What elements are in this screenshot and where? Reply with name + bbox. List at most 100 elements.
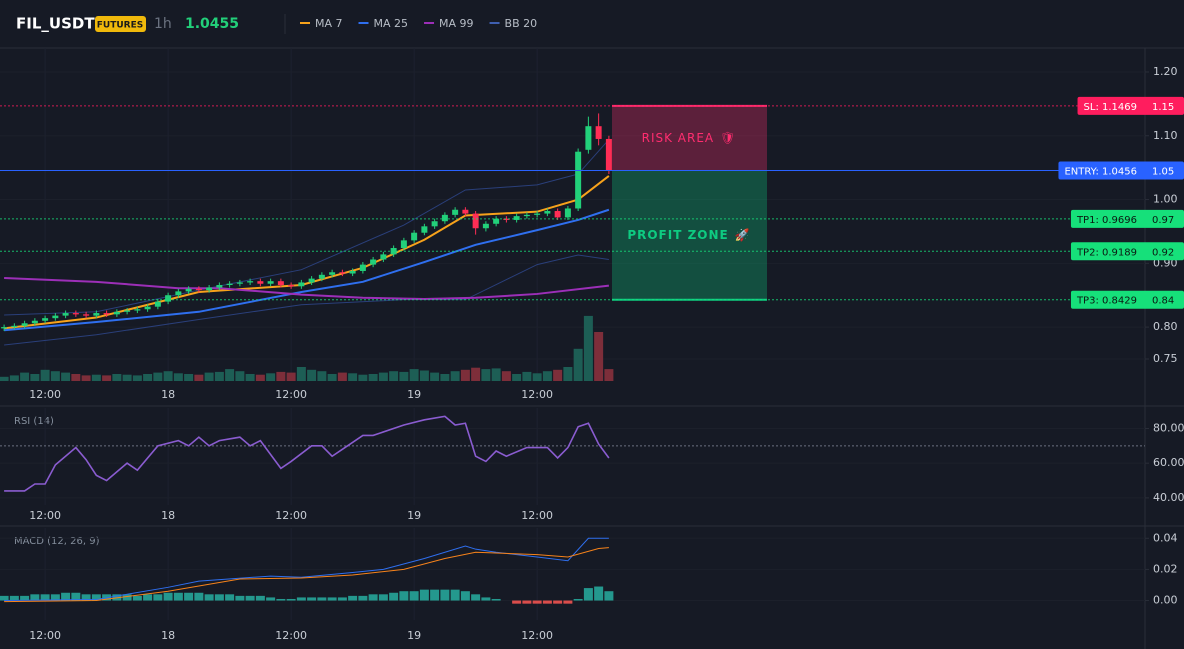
level-axis-label: 0.84 [1152,296,1174,307]
x-tick-label: 19 [407,629,421,642]
histogram-bar [542,600,552,604]
histogram-bar [460,591,470,601]
volume-bar [143,374,153,381]
candle-body [421,226,428,233]
histogram-bar [255,595,265,601]
histogram-bar [430,589,440,601]
x-tick-label: 19 [407,388,421,401]
histogram-bar [348,595,358,601]
volume-bar [419,370,429,381]
candle-body [554,211,561,218]
histogram-bar [512,600,522,604]
rsi-line [4,415,610,492]
candle-body [288,285,295,287]
level-axis-label: 0.92 [1152,247,1174,258]
volume-bar [389,371,399,381]
histogram-bar [337,597,347,601]
moving-average [4,276,610,301]
candle-body [544,211,551,214]
zone-icon: 🛡 [720,131,736,145]
histogram-bar [296,597,306,601]
histogram-bar [553,600,563,604]
histogram-bar [604,591,614,601]
zone-text: RISK AREA [642,131,715,145]
volume-bar [307,369,317,381]
candle-body [236,282,243,284]
candle-body [52,315,59,319]
volume-bar [368,374,378,381]
candle-body [564,208,571,218]
macd-line [4,537,609,602]
volume-bar [317,371,327,381]
candle-body [216,285,223,288]
volume-bar [348,373,358,381]
volume-bar [235,371,245,381]
volume-bar [512,374,522,381]
candle-body [93,313,100,316]
candle-body [277,281,284,286]
level-label: SL: 1.1469 [1084,102,1137,113]
candle-body [113,311,120,315]
volume-bar [430,372,440,381]
zone-text: PROFIT ZONE [627,228,728,242]
volume-bar [594,332,604,381]
y-tick-label: 0.02 [1153,562,1178,575]
candle-body [431,221,438,227]
candle-body [247,281,254,283]
panel-title: MACD (12, 26, 9) [14,536,100,547]
x-tick-label: 19 [407,509,421,522]
y-tick-label: 1.10 [1153,129,1178,142]
histogram-bar [71,592,81,601]
candle-body [472,213,479,229]
volume-bar [102,375,112,381]
histogram-bar [450,589,460,601]
volume-bar [604,369,614,381]
badge-bg [95,16,146,32]
level-label-bg [1070,242,1184,261]
candle-body [349,270,356,274]
level-label-bg [1070,209,1184,228]
symbol: FIL_USDT [16,15,95,33]
histogram-bar [409,591,419,601]
histogram-bar [204,594,214,601]
volume-bar [153,372,163,381]
histogram-bar [286,598,296,601]
volume-bar [81,375,91,381]
histogram-bar [20,595,30,601]
volume-bar [337,372,347,381]
volume-bar [583,315,593,381]
volume-bar [194,374,204,381]
zone-label: RISK AREA 🛡 [642,131,737,145]
volume-bar [20,372,30,381]
last-price: 1.0455 [185,16,239,32]
y-tick-label: 1.20 [1153,65,1178,78]
candle-body [462,209,469,214]
panel-title: RSI (14) [14,416,54,427]
volume-bar [266,373,276,381]
volume-bar [501,371,511,381]
macd-line [4,547,609,603]
y-tick-label: 40.00 [1153,491,1184,504]
x-tick-label: 12:00 [521,629,553,642]
histogram-bar [358,595,368,601]
histogram-bar [399,591,409,601]
histogram-bar [235,595,245,601]
histogram-bar [583,588,593,601]
histogram-bar [184,592,194,601]
volume-bar [460,369,470,381]
candle-body [165,295,172,302]
volume-bar [30,374,40,381]
level-label: TP3: 0.8429 [1076,296,1137,307]
candle-body [206,287,213,291]
histogram-bar [143,594,153,601]
candle-body [83,314,90,316]
volume-bar [9,375,19,381]
volume-bar [542,371,552,381]
histogram-bar [368,594,378,601]
histogram-bar [225,594,235,601]
candle-body [226,283,233,286]
candle-body [370,259,377,265]
candle-body [175,291,182,296]
volume-bar [112,374,122,381]
histogram-bar [327,597,337,601]
